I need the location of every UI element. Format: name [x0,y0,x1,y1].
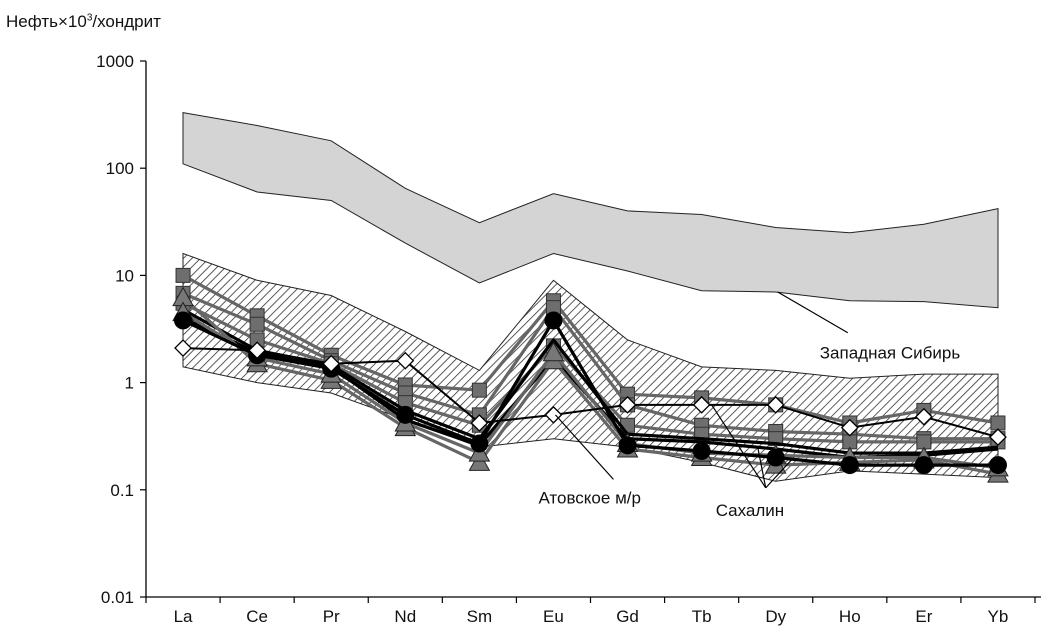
x-tick-label-Yb: Yb [988,607,1009,626]
series-5-point-9 [840,456,859,475]
leader-west-siberia [777,291,849,334]
series-0-point-11 [990,415,1006,431]
series-8-point-10 [914,407,933,426]
leader-atovskoye [555,414,614,480]
series-8 [174,339,1007,447]
series-8-point-7 [692,395,711,414]
series-0-point-4 [471,382,487,398]
series-8-point-6 [618,395,637,414]
series-8-point-9 [840,418,859,437]
series-8-point-5 [544,405,563,424]
series-8-point-4 [470,414,489,432]
y-tick-label-1: 100 [106,159,134,178]
y-axis-title: Нефть×103/хондрит [6,12,161,32]
series-0-point-0 [175,267,191,283]
leader-sakhalin-1 [757,447,767,488]
leader-sakhalin-2 [765,457,795,489]
series-5-point-0 [174,311,193,330]
x-tick-label-Pr: Pr [323,607,340,626]
x-tick-label-Eu: Eu [543,607,564,626]
series-8-point-0 [174,339,192,357]
y-axis-title-prefix: Нефть×10 [6,12,87,31]
series-1-point-1 [249,316,265,332]
series-5-point-5 [544,311,563,330]
series-line-8 [182,347,999,439]
series-5-point-7 [692,442,711,461]
series-5-point-3 [396,405,415,424]
series-5-point-4 [470,434,489,453]
y-axis-title-exponent: 3 [86,12,93,24]
series-line-7 [182,308,999,455]
series-8-point-2 [322,354,341,373]
band-0 [182,112,999,309]
x-tick-label-Er: Er [915,607,932,626]
series-4-point-5 [542,341,565,362]
series-8-point-8 [766,395,785,414]
series-5 [174,311,1007,475]
y-tick-label-3: 1 [125,374,134,393]
series-line-3 [181,296,999,476]
series-7 [182,308,999,455]
y-tick-label-4: 0.1 [110,481,134,500]
annotation-atovskoye: Атовское м/р [538,488,640,507]
x-tick-label-Ho: Ho [839,607,861,626]
series-5-point-11 [988,456,1007,475]
x-tick-label-Dy: Dy [765,607,786,626]
x-tick-label-Sm: Sm [467,607,493,626]
y-axis-title-suffix: /хондрит [92,12,161,31]
x-tick-label-Gd: Gd [616,607,639,626]
y-tick-label-0: 1000 [96,52,134,71]
series-5-point-6 [618,436,637,455]
x-tick-label-La: La [174,607,193,626]
series-5-point-10 [914,456,933,475]
series-8-point-11 [989,428,1007,447]
series-line-0 [182,273,999,425]
x-tick-label-Tb: Tb [692,607,712,626]
x-tick-label-Ce: Ce [246,607,268,626]
series-5-point-8 [766,448,785,467]
y-tick-label-2: 10 [115,266,134,285]
series-line-1 [182,291,998,441]
x-tick-label-Nd: Nd [394,607,416,626]
y-tick-label-5: 0.01 [101,588,134,607]
series-line-5 [182,318,998,467]
annotation-sakhalin: Сахалин [716,501,785,520]
series-line-4 [182,311,999,470]
annotation-west-siberia: Западная Сибирь [820,344,961,363]
leader-sakhalin-0 [711,404,767,489]
series-8-point-3 [396,351,415,370]
series-8-point-1 [248,341,267,360]
